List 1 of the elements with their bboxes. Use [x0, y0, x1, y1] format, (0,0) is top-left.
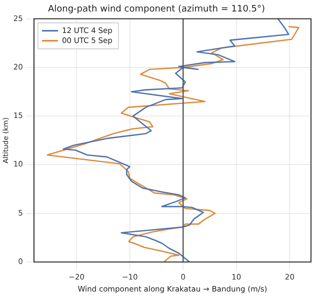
chart-title: Along-path wind component (azimuth = 110.5°): [48, 4, 266, 15]
